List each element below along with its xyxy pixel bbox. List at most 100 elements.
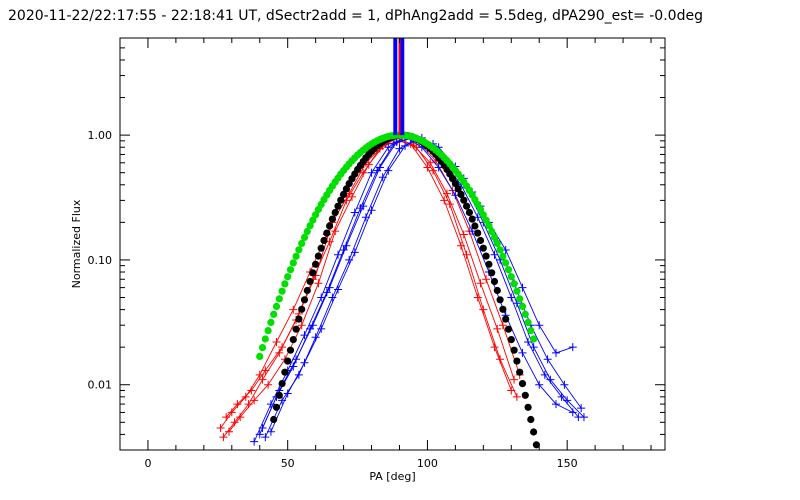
fit-point xyxy=(331,208,339,217)
fit-point xyxy=(317,244,325,252)
fit-point xyxy=(275,391,283,399)
data-point xyxy=(512,392,521,401)
data-point xyxy=(392,138,401,147)
fit-point xyxy=(298,239,306,248)
fit-point xyxy=(300,233,309,241)
data-point xyxy=(350,208,359,217)
data-point xyxy=(278,343,287,352)
fit-point xyxy=(488,269,496,277)
fit-point xyxy=(303,286,311,295)
fit-point xyxy=(323,229,331,237)
data-point xyxy=(227,408,236,417)
blue-sector-5 xyxy=(266,133,577,436)
data-point xyxy=(314,279,323,288)
red-sector-3 xyxy=(222,136,521,422)
data-point xyxy=(347,192,356,201)
y-tick-label: 1.00 xyxy=(88,129,113,142)
data-point xyxy=(317,293,326,302)
fit-point xyxy=(306,277,314,286)
data-point xyxy=(496,355,505,364)
fit-point xyxy=(530,428,538,436)
plot-frame xyxy=(119,37,666,451)
data-point xyxy=(322,288,331,297)
fit-point xyxy=(326,222,334,230)
fit-point xyxy=(476,236,485,245)
fit-point xyxy=(479,211,487,219)
red-sector-1 xyxy=(216,132,516,433)
fit-point xyxy=(471,222,479,230)
chart-title: 2020-11-22/22:17:55 - 22:18:41 UT, dSect… xyxy=(8,8,703,24)
data-point xyxy=(241,392,250,401)
fit-point xyxy=(488,227,496,236)
fit-point xyxy=(521,310,529,318)
black-gaussian-fit xyxy=(270,131,541,449)
data-point xyxy=(367,206,376,215)
data-point xyxy=(272,338,281,347)
fit-point xyxy=(482,252,490,260)
series-line xyxy=(223,137,515,438)
data-point xyxy=(401,141,410,150)
fit-point xyxy=(502,315,510,323)
fit-point xyxy=(507,273,515,281)
data-point xyxy=(375,163,384,172)
data-point xyxy=(498,321,507,330)
x-axis-label: PA [deg] xyxy=(369,470,415,483)
fit-point xyxy=(532,441,541,449)
data-point xyxy=(546,375,555,384)
fit-point xyxy=(295,315,303,323)
fit-point xyxy=(476,205,485,214)
fit-point xyxy=(516,295,524,303)
x-tick-label: 50 xyxy=(281,457,295,470)
y-axis-label: Normalized Flux xyxy=(70,199,83,288)
fit-point xyxy=(267,318,275,326)
data-point xyxy=(364,160,373,169)
data-point xyxy=(289,305,298,314)
data-point xyxy=(552,400,560,409)
fit-point xyxy=(286,266,295,274)
fit-point xyxy=(524,403,532,411)
fit-point xyxy=(261,335,269,343)
fit-point xyxy=(490,233,499,241)
fit-point xyxy=(272,302,281,310)
fit-point xyxy=(286,346,295,354)
data-point xyxy=(233,400,242,409)
fit-point xyxy=(289,336,297,344)
data-point xyxy=(459,230,468,239)
data-point xyxy=(334,285,342,294)
fit-point xyxy=(463,202,471,210)
data-point xyxy=(493,324,502,333)
fit-point xyxy=(300,296,309,304)
fit-point xyxy=(499,305,507,313)
fit-point xyxy=(493,239,501,248)
x-tick-label: 150 xyxy=(557,457,578,470)
data-point xyxy=(535,380,544,389)
data-point xyxy=(479,305,488,314)
data-point xyxy=(440,196,449,205)
fit-point xyxy=(306,222,314,230)
data-point xyxy=(384,166,393,175)
data-point xyxy=(560,380,569,389)
data-point xyxy=(350,248,359,257)
fit-point xyxy=(342,185,350,193)
fit-point xyxy=(312,211,320,219)
data-point xyxy=(325,283,334,292)
fit-point xyxy=(334,202,342,210)
fit-point xyxy=(496,246,504,254)
data-point xyxy=(300,358,309,367)
data-point xyxy=(482,275,491,284)
fit-point xyxy=(298,305,306,313)
fit-point xyxy=(504,325,513,333)
fit-point xyxy=(312,260,320,268)
data-point xyxy=(462,250,471,259)
data-point xyxy=(216,424,225,433)
data-point xyxy=(568,343,577,352)
markers-layer xyxy=(393,38,405,136)
data-point xyxy=(529,343,538,352)
fit-point xyxy=(468,215,476,223)
fit-point xyxy=(337,196,345,204)
data-point xyxy=(247,386,256,395)
data-point xyxy=(331,227,340,236)
data-point xyxy=(334,250,342,259)
series-line xyxy=(259,138,579,435)
